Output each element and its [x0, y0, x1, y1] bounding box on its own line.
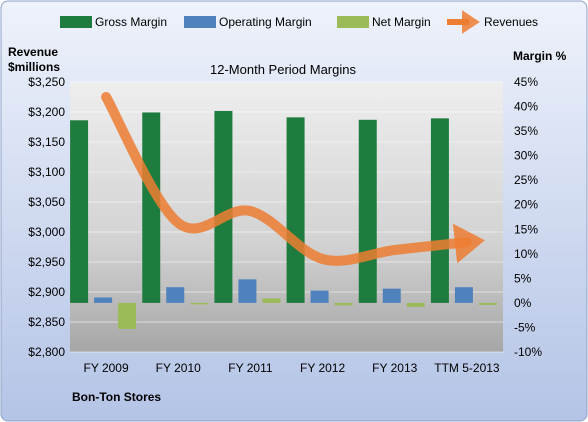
right-tick-label: 20% [514, 198, 538, 212]
left-tick-label: $3,050 [28, 195, 65, 209]
left-axis-ticks: $2,800 $2,850 $2,900 $2,950 $3,000 $3,050 $3,1… [28, 75, 65, 359]
gridlines [70, 81, 503, 353]
bar-operating-margin [238, 279, 257, 303]
legend-swatch-net-margin [337, 16, 369, 28]
left-axis-title-line1: Revenue [8, 45, 58, 59]
left-tick-label: $2,800 [28, 345, 65, 359]
x-tick-label: FY 2013 [372, 361, 417, 375]
legend-label-operating-margin: Operating Margin [219, 15, 312, 29]
right-tick-label: 0% [514, 296, 532, 310]
x-tick-label: FY 2010 [156, 361, 201, 375]
right-tick-label: 30% [514, 149, 538, 163]
company-name: Bon-Ton Stores [72, 390, 161, 404]
bar-gross-margin [286, 117, 305, 303]
left-tick-label: $2,850 [28, 315, 65, 329]
bar-operating-margin [94, 297, 113, 303]
bar-operating-margin [310, 290, 329, 303]
right-tick-label: 45% [514, 75, 538, 89]
right-tick-label: 15% [514, 222, 538, 236]
right-tick-label: -10% [514, 345, 542, 359]
plot-area [70, 82, 503, 352]
revenue-line [101, 92, 485, 266]
bar-gross-margin [70, 120, 89, 303]
legend-label-gross-margin: Gross Margin [95, 15, 167, 29]
bar-net-margin [262, 298, 281, 303]
left-tick-label: $2,950 [28, 255, 65, 269]
left-tick-label: $3,100 [28, 165, 65, 179]
legend-label-net-margin: Net Margin [372, 15, 431, 29]
bar-operating-margin [166, 287, 185, 303]
bar-net-margin [118, 302, 137, 329]
x-axis-ticks: FY 2009 FY 2010 FY 2011 FY 2012 FY 2013 TTM 5… [84, 361, 500, 375]
right-tick-label: 40% [514, 100, 538, 114]
bar-net-margin [190, 302, 209, 305]
legend: Gross Margin Operating Margin Net Margin… [60, 10, 538, 34]
left-tick-label: $3,000 [28, 225, 65, 239]
left-tick-label: $3,200 [28, 105, 65, 119]
left-axis-title-line2: $millions [8, 60, 60, 74]
legend-swatch-gross-margin [60, 16, 92, 28]
left-tick-label: $2,900 [28, 285, 65, 299]
bars [70, 110, 497, 329]
bar-gross-margin [358, 119, 377, 303]
x-tick-label: TTM 5-2013 [434, 361, 500, 375]
legend-label-revenues: Revenues [484, 15, 538, 29]
bar-gross-margin [142, 112, 161, 303]
right-axis-title: Margin % [513, 49, 567, 63]
right-tick-label: 35% [514, 124, 538, 138]
legend-swatch-operating-margin [184, 16, 216, 28]
right-tick-label: -5% [514, 320, 536, 334]
x-tick-label: FY 2012 [300, 361, 345, 375]
bar-net-margin [406, 302, 425, 307]
bar-net-margin [478, 302, 497, 305]
right-tick-label: 5% [514, 271, 532, 285]
bar-net-margin [334, 302, 353, 306]
left-tick-label: $3,150 [28, 135, 65, 149]
bar-gross-margin [214, 110, 233, 303]
left-tick-label: $3,250 [28, 75, 65, 89]
x-tick-label: FY 2011 [228, 361, 273, 375]
revenue-line-group [101, 92, 485, 266]
bar-gross-margin [430, 118, 449, 303]
right-tick-label: 25% [514, 173, 538, 187]
right-axis-ticks: -10% -5% 0% 5% 10% 15% 20% 25% 30% 35% 40% 45% [514, 75, 542, 359]
right-tick-label: 10% [514, 247, 538, 261]
x-tick-label: FY 2009 [84, 361, 129, 375]
chart-title: 12-Month Period Margins [210, 62, 356, 77]
bar-operating-margin [382, 288, 401, 303]
bar-operating-margin [454, 287, 473, 303]
